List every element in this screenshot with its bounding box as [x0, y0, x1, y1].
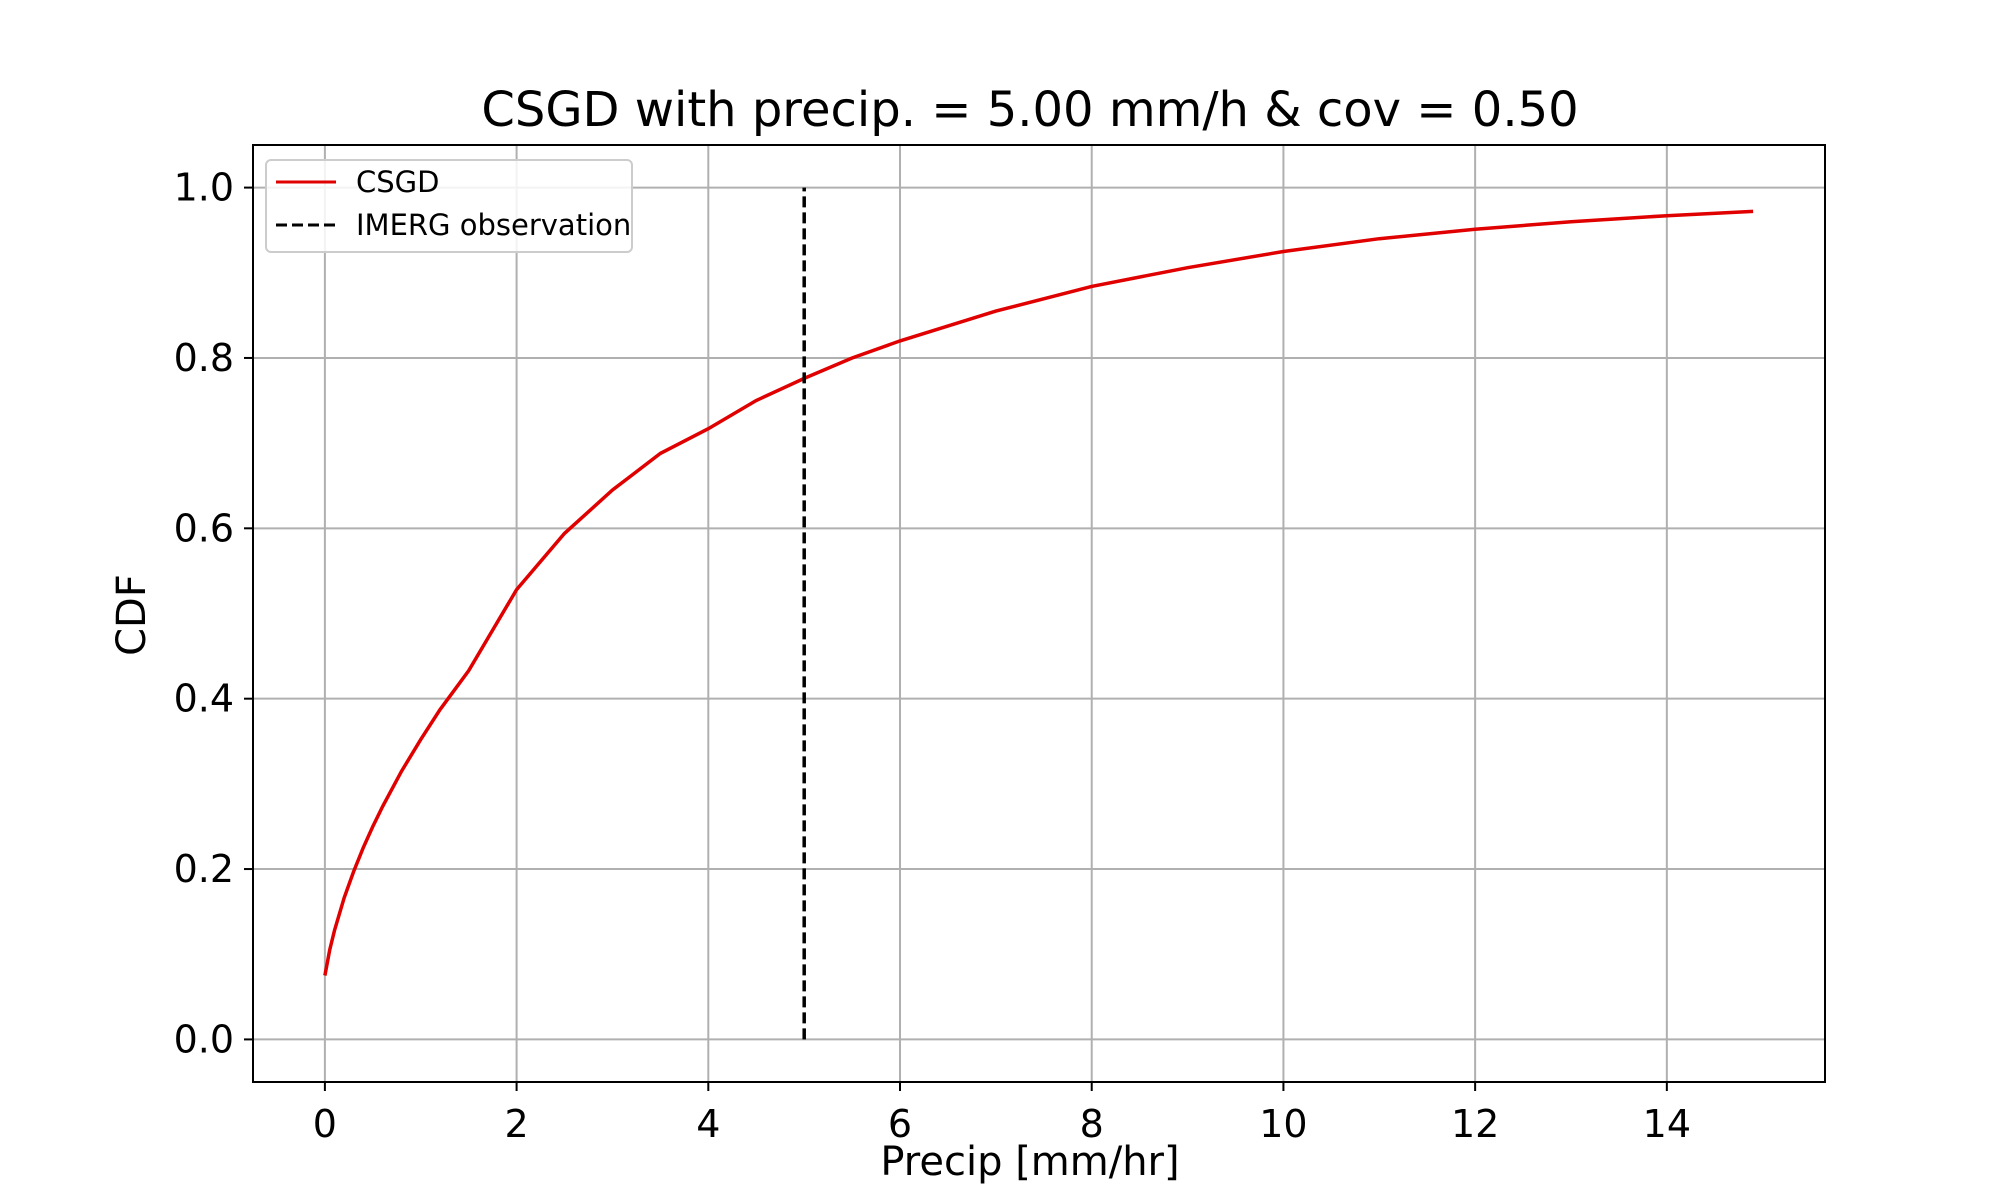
x-tick-label: 12 — [1451, 1102, 1499, 1146]
legend-label-imerg-observation: IMERG observation — [356, 208, 631, 242]
x-tick-label: 4 — [696, 1102, 720, 1146]
x-axis-label: Precip [mm/hr] — [880, 1139, 1179, 1185]
plot-frame — [252, 144, 1826, 1083]
y-tick-label: 0.8 — [174, 336, 234, 380]
series-layer — [323, 187, 1754, 1040]
y-axis-label: CDF — [109, 574, 155, 656]
y-tick-label: 0.2 — [174, 847, 234, 891]
legend-box — [265, 159, 633, 253]
legend: CSGD IMERG observation — [265, 159, 633, 253]
grid — [253, 145, 1825, 1082]
y-tick-label: 0.4 — [174, 677, 234, 721]
chart-title: CSGD with precip. = 5.00 mm/h & cov = 0.… — [481, 82, 1578, 138]
ticks: 0 2 4 6 8 10 12 14 0.0 0.2 0.4 0.6 0.8 1.0 — [174, 166, 1691, 1146]
y-tick-label: 0.0 — [174, 1017, 234, 1061]
y-tick-label: 1.0 — [174, 166, 234, 210]
x-tick-label: 10 — [1259, 1102, 1307, 1146]
y-tick-label: 0.6 — [174, 506, 234, 550]
legend-label-csgd: CSGD — [356, 165, 439, 199]
x-tick-label: 6 — [888, 1102, 912, 1146]
x-tick-label: 8 — [1080, 1102, 1104, 1146]
x-tick-label: 0 — [313, 1102, 337, 1146]
series-line-csgd — [323, 209, 1754, 976]
x-tick-label: 14 — [1643, 1102, 1691, 1146]
x-tick-label: 2 — [505, 1102, 529, 1146]
